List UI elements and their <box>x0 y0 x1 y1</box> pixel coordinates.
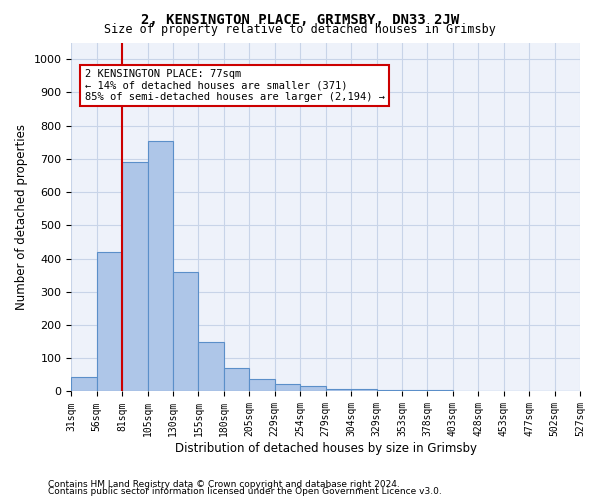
Bar <box>275 384 300 392</box>
Text: Contains HM Land Registry data © Crown copyright and database right 2024.: Contains HM Land Registry data © Crown c… <box>48 480 400 489</box>
Bar <box>326 389 351 392</box>
Text: 2, KENSINGTON PLACE, GRIMSBY, DN33 2JW: 2, KENSINGTON PLACE, GRIMSBY, DN33 2JW <box>141 12 459 26</box>
Bar <box>427 390 453 392</box>
Bar <box>173 272 199 392</box>
Bar <box>250 379 275 392</box>
Bar <box>224 368 250 392</box>
Bar <box>453 391 478 392</box>
Bar <box>148 140 173 392</box>
Text: 2 KENSINGTON PLACE: 77sqm
← 14% of detached houses are smaller (371)
85% of semi: 2 KENSINGTON PLACE: 77sqm ← 14% of detac… <box>85 69 385 102</box>
Bar <box>71 376 97 392</box>
Bar <box>300 386 326 392</box>
Bar <box>402 390 427 392</box>
Bar <box>97 252 122 392</box>
X-axis label: Distribution of detached houses by size in Grimsby: Distribution of detached houses by size … <box>175 442 476 455</box>
Y-axis label: Number of detached properties: Number of detached properties <box>15 124 28 310</box>
Bar <box>122 162 148 392</box>
Bar <box>377 390 402 392</box>
Bar <box>199 342 224 392</box>
Text: Size of property relative to detached houses in Grimsby: Size of property relative to detached ho… <box>104 22 496 36</box>
Text: Contains public sector information licensed under the Open Government Licence v3: Contains public sector information licen… <box>48 487 442 496</box>
Bar <box>351 389 377 392</box>
